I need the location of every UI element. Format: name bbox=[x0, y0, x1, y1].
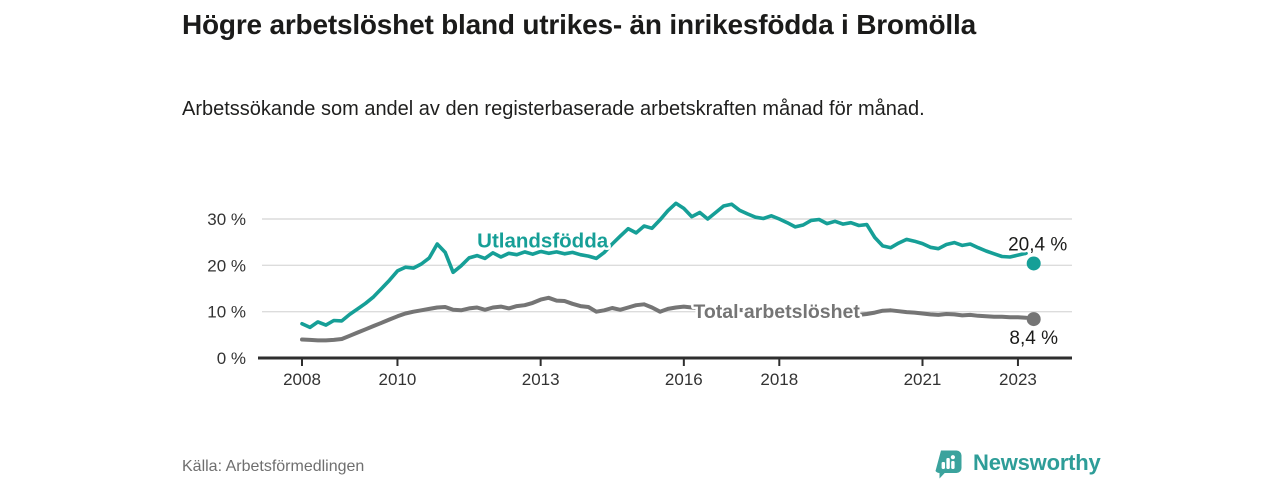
y-tick-label: 0 % bbox=[217, 349, 246, 368]
x-tick-label: 2018 bbox=[760, 370, 798, 389]
page-subtitle: Arbetssökande som andel av den registerb… bbox=[182, 98, 925, 120]
x-tick-label: 2010 bbox=[379, 370, 417, 389]
series-line bbox=[300, 201, 1028, 330]
source-text: Källa: Arbetsförmedlingen bbox=[182, 458, 365, 475]
y-tick-label: 20 % bbox=[207, 256, 246, 275]
newsworthy-logo-icon bbox=[935, 450, 962, 478]
series-line bbox=[300, 295, 1028, 343]
y-tick-label: 10 % bbox=[207, 303, 246, 322]
x-tick-label: 2013 bbox=[522, 370, 560, 389]
newsworthy-logo: Newsworthy bbox=[933, 447, 1101, 479]
series-end-dot bbox=[1026, 312, 1041, 327]
page-title: Högre arbetslöshet bland utrikes- än inr… bbox=[182, 9, 976, 40]
series-label: Total arbetslöshet bbox=[693, 301, 860, 323]
series-end-dot bbox=[1026, 256, 1041, 271]
x-tick-label: 2021 bbox=[904, 370, 942, 389]
latest-value-label: 20,4 % bbox=[1008, 234, 1067, 255]
x-tick-label: 2008 bbox=[283, 370, 321, 389]
x-tick-label: 2023 bbox=[999, 370, 1037, 389]
y-tick-label: 30 % bbox=[207, 210, 246, 229]
latest-value-label: 8,4 % bbox=[1009, 328, 1058, 349]
x-tick-label: 2016 bbox=[665, 370, 703, 389]
series-label: Utlandsfödda bbox=[477, 230, 609, 253]
newsworthy-logo-text: Newsworthy bbox=[973, 450, 1101, 475]
